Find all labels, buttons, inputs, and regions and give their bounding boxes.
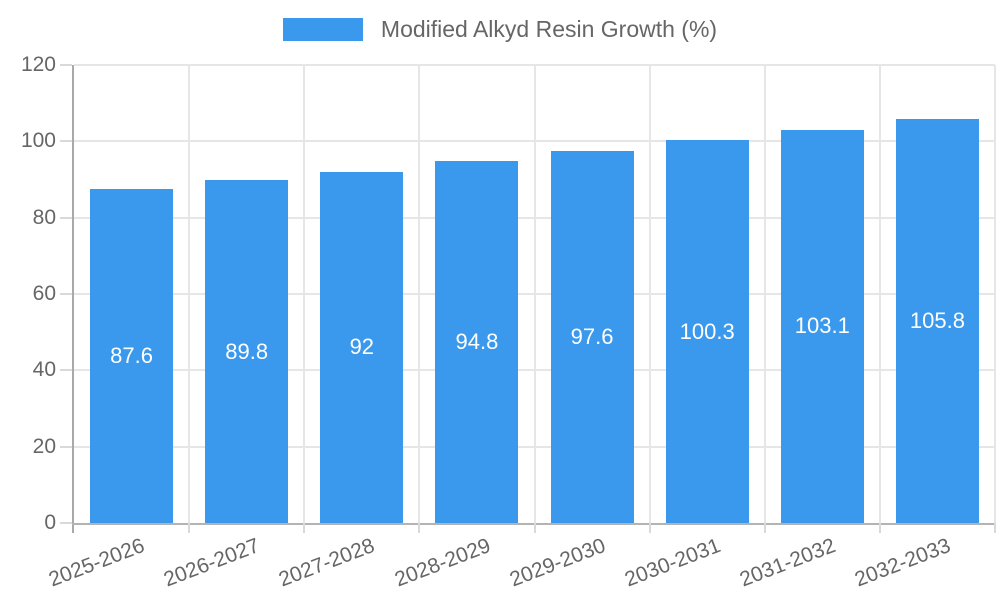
y-tick-mark bbox=[60, 64, 72, 66]
x-tick-mark bbox=[648, 523, 651, 533]
bar-value-label: 100.3 bbox=[679, 318, 735, 344]
gridline-vertical bbox=[188, 65, 191, 523]
x-axis-tick-label: 2025-2026 bbox=[45, 534, 148, 592]
bar: 100.3 bbox=[665, 140, 749, 523]
gridline-vertical bbox=[418, 65, 421, 523]
bar: 97.6 bbox=[550, 150, 634, 523]
gridline-vertical bbox=[994, 65, 996, 523]
bar-value-label: 94.8 bbox=[455, 329, 499, 355]
bar: 87.6 bbox=[90, 188, 174, 523]
x-tick-mark bbox=[188, 523, 191, 533]
y-axis-line bbox=[72, 65, 74, 533]
bar: 105.8 bbox=[895, 119, 979, 523]
plot-area: 87.6 89.8 92 94.8 97.6 100.3 103.1 105.8 bbox=[72, 64, 996, 533]
gridline-vertical bbox=[878, 65, 881, 523]
gridline-vertical bbox=[648, 65, 651, 523]
x-tick-mark bbox=[763, 523, 766, 533]
bar: 92 bbox=[320, 171, 404, 523]
y-axis-tick-label: 100 bbox=[20, 129, 56, 153]
x-axis-tick-label: 2026-2027 bbox=[160, 534, 263, 592]
bar: 89.8 bbox=[205, 180, 289, 523]
y-tick-mark bbox=[60, 293, 72, 295]
chart-legend[interactable]: Modified Alkyd Resin Growth (%) bbox=[0, 18, 1000, 41]
y-axis-tick-label: 0 bbox=[44, 511, 56, 534]
y-tick-mark bbox=[60, 369, 72, 372]
bar: 94.8 bbox=[435, 161, 519, 523]
y-axis-tick-label: 80 bbox=[32, 205, 56, 229]
x-tick-mark bbox=[533, 523, 536, 533]
y-tick-mark bbox=[60, 140, 72, 143]
y-axis-tick-label: 20 bbox=[32, 434, 56, 458]
x-axis-tick-label: 2032-2033 bbox=[851, 534, 954, 592]
x-axis-tick-label: 2029-2030 bbox=[506, 534, 609, 592]
x-tick-mark bbox=[303, 523, 306, 533]
bar-value-label: 97.6 bbox=[570, 323, 614, 349]
bar-value-label: 103.1 bbox=[794, 313, 850, 339]
x-axis-tick-label: 2031-2032 bbox=[736, 534, 839, 592]
legend-swatch bbox=[282, 18, 363, 41]
y-tick-mark bbox=[60, 216, 72, 219]
x-tick-mark bbox=[418, 523, 421, 533]
bar-value-label: 89.8 bbox=[225, 338, 269, 364]
y-tick-mark bbox=[60, 445, 72, 448]
y-axis-tick-label: 40 bbox=[32, 358, 56, 382]
bar-value-label: 105.8 bbox=[909, 308, 965, 334]
bar: 103.1 bbox=[780, 129, 864, 523]
x-tick-mark bbox=[994, 523, 996, 533]
x-axis-tick-label: 2028-2029 bbox=[391, 534, 494, 592]
legend-label: Modified Alkyd Resin Growth (%) bbox=[380, 16, 718, 42]
bar-value-label: 87.6 bbox=[110, 342, 153, 368]
gridline-vertical bbox=[303, 65, 306, 523]
y-axis-tick-label: 60 bbox=[32, 282, 56, 305]
y-tick-mark bbox=[60, 522, 72, 524]
x-axis-tick-label: 2027-2028 bbox=[276, 534, 379, 592]
x-tick-mark bbox=[878, 523, 881, 533]
bar-value-label: 92 bbox=[349, 334, 375, 360]
x-axis-tick-label: 2030-2031 bbox=[621, 534, 724, 592]
y-axis-tick-label: 120 bbox=[20, 53, 56, 76]
gridline-vertical bbox=[763, 65, 766, 523]
gridline-vertical bbox=[533, 65, 536, 523]
